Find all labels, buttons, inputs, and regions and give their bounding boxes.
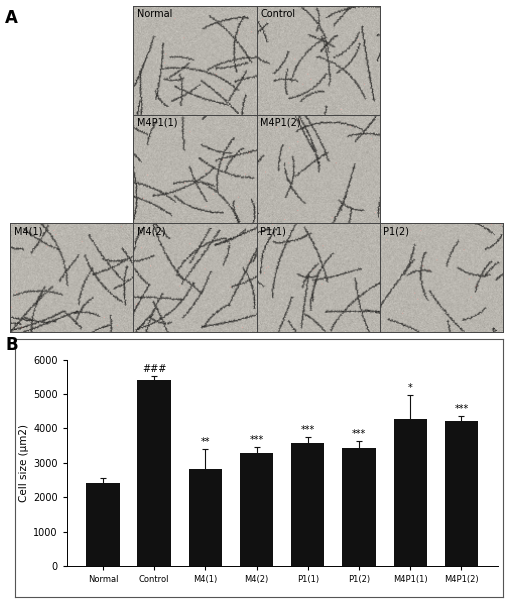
Bar [291,443,324,566]
Text: Normal: Normal [137,9,172,19]
Text: B: B [5,336,18,354]
Text: ***: *** [249,435,264,445]
Bar [342,447,376,566]
Bar [393,418,427,566]
Y-axis label: Cell size (μm2): Cell size (μm2) [19,424,29,502]
Text: **: ** [201,437,210,447]
Text: Control: Control [260,9,295,19]
Text: P1(1): P1(1) [260,226,286,236]
Text: ###: ### [142,364,166,374]
Bar [189,469,222,566]
Text: M4P1(2): M4P1(2) [260,118,301,128]
Text: A: A [5,9,18,27]
Text: M4(2): M4(2) [137,226,166,236]
Text: *: * [408,382,412,393]
Text: M4(1): M4(1) [14,226,43,236]
Text: M4P1(1): M4P1(1) [137,118,177,128]
Bar [445,421,478,566]
Text: P1(2): P1(2) [383,226,409,236]
Bar [137,380,171,566]
Text: ***: *** [301,425,315,435]
Text: ***: *** [454,404,468,414]
Bar [240,453,273,566]
Text: ***: *** [352,429,366,438]
Bar [86,484,120,566]
